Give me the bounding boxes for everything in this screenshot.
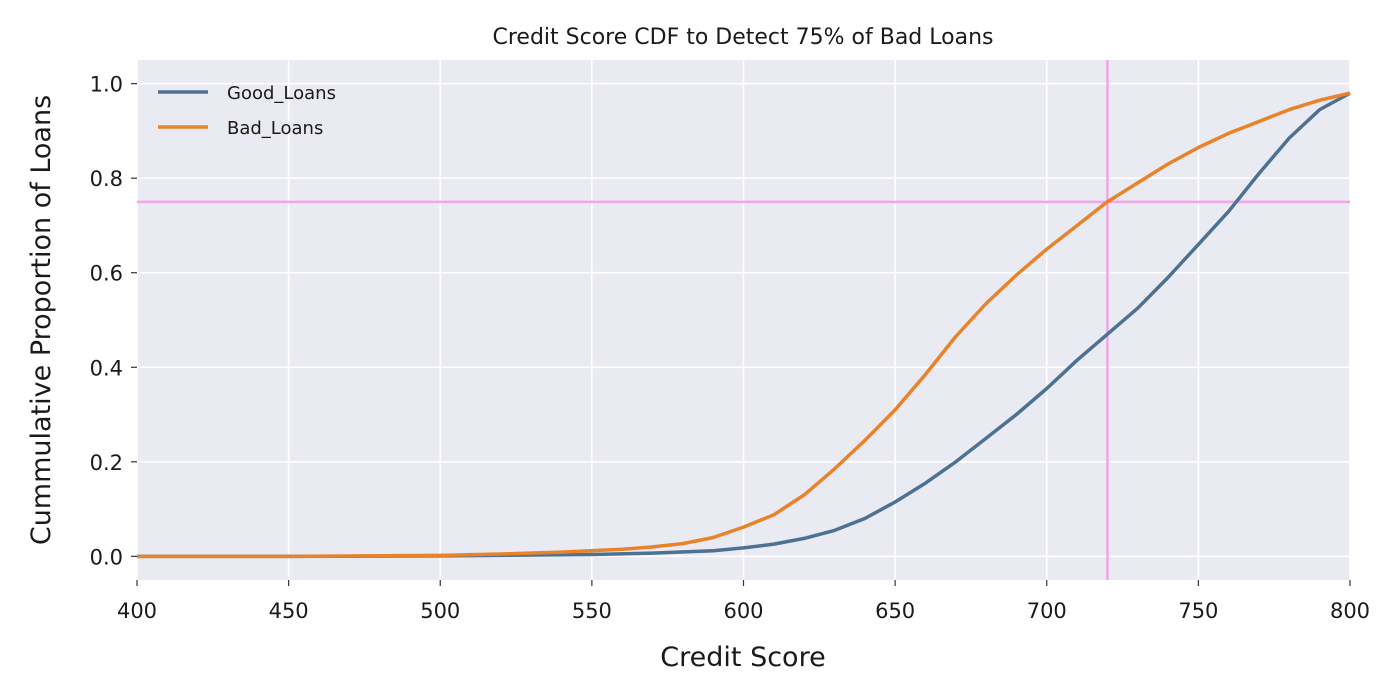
y-tick-label: 1.0 <box>90 73 123 97</box>
legend-label-bad-loans: Bad_Loans <box>227 118 323 139</box>
legend-label-good-loans: Good_Loans <box>227 83 336 104</box>
series-line-good-loans <box>137 91 1351 559</box>
x-tick-label: 750 <box>1178 599 1218 623</box>
x-tick-label: 600 <box>723 599 763 623</box>
y-axis-label: Cummulative Proportion of Loans <box>26 95 57 545</box>
y-tick-label: 0.8 <box>90 167 123 191</box>
x-tick-label: 700 <box>1027 599 1067 623</box>
y-tick-label: 0.4 <box>90 356 123 380</box>
legend: Good_Loans Bad_Loans <box>158 83 336 139</box>
x-axis-ticks: 400 450 500 550 600 650 700 750 800 <box>117 580 1370 623</box>
x-tick-label: 650 <box>875 599 915 623</box>
x-axis-label: Credit Score <box>660 642 825 673</box>
x-tick-label: 450 <box>269 599 309 623</box>
y-tick-label: 0.2 <box>90 451 123 475</box>
y-tick-label: 0.0 <box>90 545 123 569</box>
x-tick-label: 500 <box>420 599 460 623</box>
x-tick-label: 550 <box>572 599 612 623</box>
x-tick-label: 400 <box>117 599 157 623</box>
x-tick-label: 800 <box>1330 599 1370 623</box>
y-axis-ticks: 0.0 0.2 0.4 0.6 0.8 1.0 <box>90 73 137 569</box>
y-tick-label: 0.6 <box>90 262 123 286</box>
chart-title: Credit Score CDF to Detect 75% of Bad Lo… <box>493 25 994 50</box>
series-line-bad-loans <box>137 91 1351 559</box>
reference-lines <box>137 60 1350 580</box>
series-lines <box>137 91 1351 559</box>
